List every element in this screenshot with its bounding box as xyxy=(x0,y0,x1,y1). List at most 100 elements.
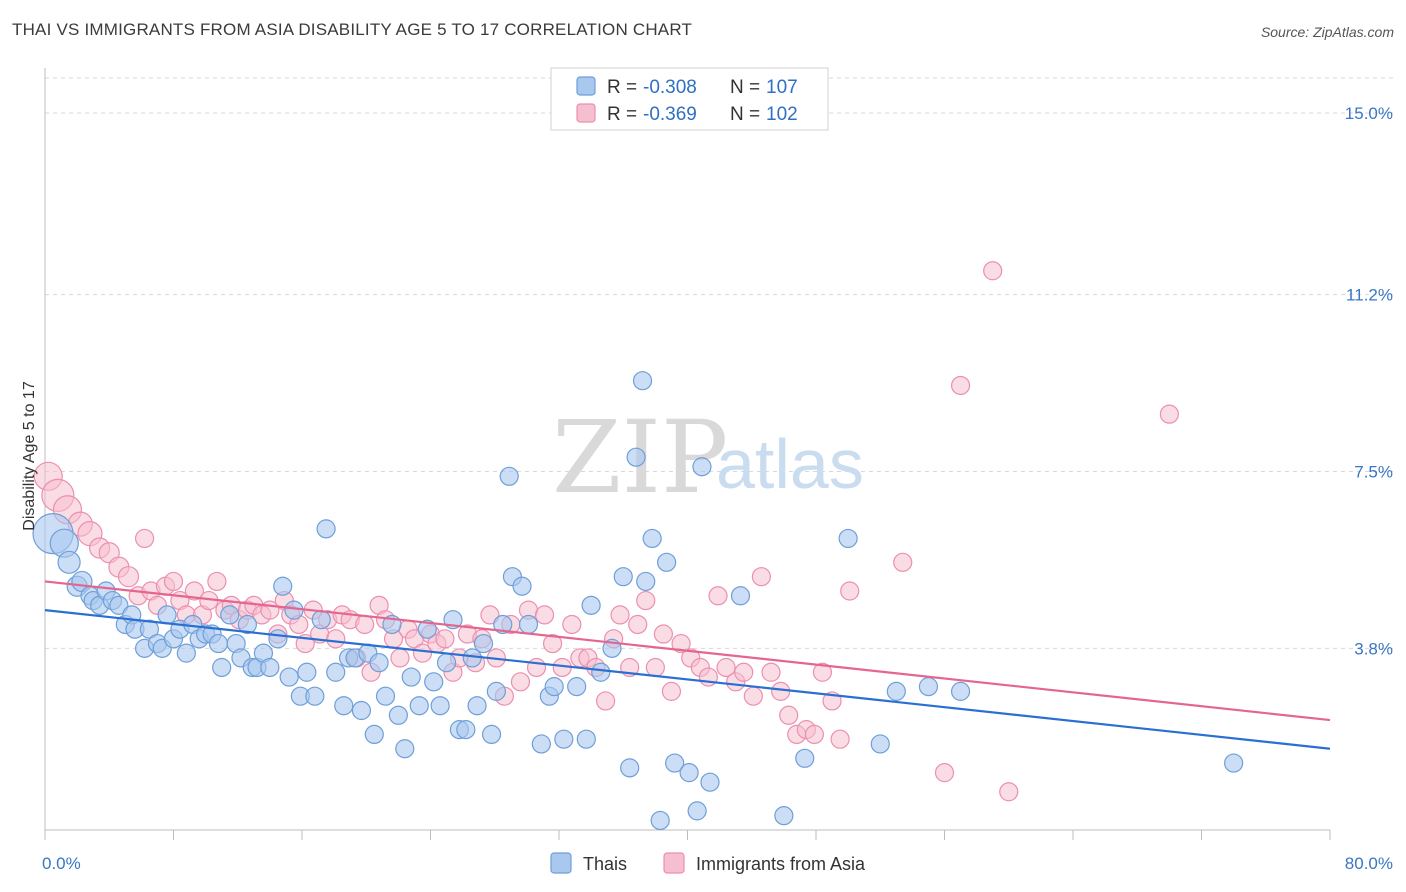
data-point-thais xyxy=(157,605,177,625)
data-point-immigrants xyxy=(934,763,955,783)
data-point-thais xyxy=(109,595,129,615)
data-point-thais xyxy=(388,705,408,725)
bottom-legend-label-immigrants: Immigrants from Asia xyxy=(696,854,866,874)
data-point-thais xyxy=(918,677,939,697)
data-point-thais xyxy=(692,457,712,477)
legend-n-label-thais: N = xyxy=(730,77,760,98)
data-point-thais xyxy=(409,696,429,716)
legend-swatch-thais xyxy=(576,76,596,96)
data-point-thais xyxy=(642,528,662,549)
legend-r-label-immigrants: R = xyxy=(607,104,637,125)
data-point-thais xyxy=(351,700,372,721)
data-point-thais xyxy=(620,758,640,778)
chart-title: THAI VS IMMIGRANTS FROM ASIA DISABILITY … xyxy=(12,20,693,39)
data-point-immigrants xyxy=(779,705,799,725)
data-point-immigrants xyxy=(804,724,824,745)
watermark: ZIP atlas xyxy=(552,399,864,516)
data-point-thais xyxy=(139,619,160,639)
data-point-immigrants xyxy=(480,605,500,625)
data-point-thais xyxy=(334,696,354,716)
data-point-thais xyxy=(665,753,685,773)
data-point-immigrants xyxy=(542,633,563,654)
data-point-immigrants xyxy=(734,662,754,682)
data-point-thais xyxy=(870,734,890,754)
data-point-thais xyxy=(268,629,288,649)
data-point-immigrants xyxy=(326,629,346,649)
data-point-immigrants xyxy=(628,614,648,635)
data-point-immigrants xyxy=(355,614,375,635)
trend-line-thais xyxy=(44,609,1331,750)
y-axis-label: Disability Age 5 to 17 xyxy=(21,381,38,531)
data-point-immigrants xyxy=(526,657,547,678)
data-point-immigrants xyxy=(412,643,433,663)
data-point-immigrants xyxy=(390,648,410,668)
data-point-thais xyxy=(636,571,656,592)
data-point-thais xyxy=(576,729,596,749)
data-point-immigrants xyxy=(636,590,656,611)
data-point-thais xyxy=(436,653,457,673)
data-point-thais xyxy=(208,633,229,654)
data-point-thais xyxy=(316,519,336,539)
data-point-immigrants xyxy=(534,605,555,625)
data-point-thais xyxy=(486,681,506,701)
data-point-thais xyxy=(456,720,476,740)
legend-r-value-thais: -0.308 xyxy=(643,77,697,98)
data-point-thais xyxy=(531,734,551,754)
data-point-thais xyxy=(237,614,257,635)
data-point-thais xyxy=(567,677,587,697)
data-point-thais xyxy=(626,447,646,467)
trend-line-immigrants xyxy=(44,580,1331,722)
trend-lines xyxy=(44,580,1331,750)
data-point-thais xyxy=(518,614,539,635)
source-credit: Source: ZipAtlas.com xyxy=(1260,24,1394,40)
data-point-immigrants xyxy=(812,662,833,682)
data-point-thais xyxy=(512,576,532,596)
x-tick-label-min: 0.0% xyxy=(42,854,81,873)
data-point-immigrants xyxy=(950,375,971,396)
bottom-legend-swatch-thais xyxy=(550,852,572,874)
y-tick-label: 11.2% xyxy=(1346,286,1393,305)
data-point-thais xyxy=(176,643,196,663)
data-point-thais xyxy=(424,672,444,692)
data-point-thais xyxy=(375,686,396,706)
y-tick-labels: 3.8% 7.5% 11.2% 15.0% xyxy=(1345,104,1393,658)
data-point-immigrants xyxy=(117,566,140,588)
legend-r-label-thais: R = xyxy=(607,77,637,98)
data-point-immigrants xyxy=(163,571,184,592)
data-point-immigrants xyxy=(435,629,455,649)
bottom-legend-swatch-immigrants xyxy=(663,852,685,874)
data-point-thais xyxy=(364,724,384,745)
data-point-thais xyxy=(401,667,421,687)
data-point-immigrants xyxy=(653,624,674,644)
data-point-thais xyxy=(554,729,574,749)
data-point-thais xyxy=(369,653,389,673)
series-immigrants-points xyxy=(33,261,1179,802)
data-point-thais xyxy=(1224,753,1244,773)
data-point-thais xyxy=(650,810,670,831)
data-point-immigrants xyxy=(761,662,781,682)
data-point-immigrants xyxy=(562,614,582,635)
data-point-thais xyxy=(700,772,720,792)
data-point-immigrants xyxy=(510,672,531,692)
data-point-thais xyxy=(417,619,437,639)
watermark-atlas: atlas xyxy=(716,425,864,503)
bottom-legend: Thais Immigrants from Asia xyxy=(550,852,866,874)
data-point-immigrants xyxy=(716,657,736,678)
data-point-thais xyxy=(473,633,494,654)
data-point-thais xyxy=(838,528,858,549)
data-point-thais xyxy=(657,552,677,572)
data-point-thais xyxy=(284,600,304,620)
data-point-immigrants xyxy=(893,552,913,572)
data-point-immigrants xyxy=(671,633,691,654)
data-point-thais xyxy=(687,801,707,821)
data-point-immigrants xyxy=(771,681,791,701)
data-point-thais xyxy=(886,681,906,701)
legend: R = -0.308 N = 107 R = -0.369 N = 102 xyxy=(550,67,829,131)
data-point-immigrants xyxy=(610,605,630,625)
data-point-thais xyxy=(395,739,415,759)
data-point-immigrants xyxy=(983,261,1003,281)
data-point-thais xyxy=(212,657,232,678)
data-point-thais xyxy=(297,662,317,682)
y-tick-label: 7.5% xyxy=(1354,463,1393,482)
